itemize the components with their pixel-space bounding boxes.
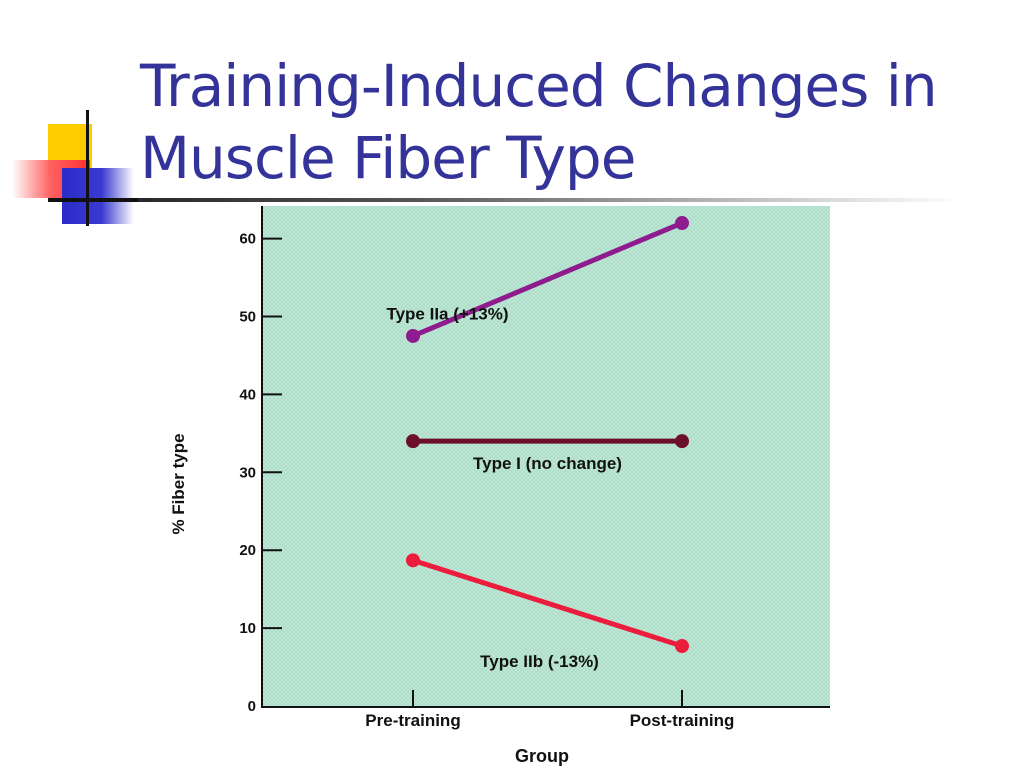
slide-title-line-1: Training-Induced Changes in — [140, 52, 938, 120]
plot-area — [262, 206, 830, 708]
y-tick-label: 60 — [239, 231, 256, 248]
data-point — [675, 216, 689, 231]
series-line-3 — [410, 557, 685, 649]
x-tick-label: Pre-training — [365, 711, 460, 730]
y-tick-label: 30 — [239, 464, 256, 481]
data-point — [675, 434, 689, 449]
slide-title-line-2: Muscle Fiber Type — [140, 124, 636, 192]
series-label: Type I (no change) — [473, 454, 622, 473]
series-label: Type IIb (-13%) — [480, 652, 599, 671]
slide-title: Training-Induced Changes in Muscle Fiber… — [140, 50, 938, 194]
y-tick-label: 40 — [239, 386, 256, 403]
data-point — [406, 553, 420, 568]
x-tick-label: Post-training — [630, 711, 735, 730]
y-tick-label: 0 — [248, 698, 256, 715]
decor-blue-bar — [62, 168, 134, 224]
y-tick-label: 20 — [239, 542, 256, 559]
y-tick-label: 50 — [239, 309, 256, 326]
series-label: Type IIa (+13%) — [386, 304, 508, 323]
data-point — [406, 328, 420, 343]
data-point — [406, 434, 420, 449]
data-point — [675, 639, 689, 654]
title-underline — [48, 198, 962, 202]
y-tick-label: 10 — [239, 620, 256, 637]
series-line-1 — [410, 220, 685, 339]
decor-horizontal-line — [48, 198, 138, 202]
x-axis-label: Group — [515, 746, 569, 766]
fiber-type-chart: 0 10 20 30 40 50 60 Pre-training Post-training T… — [169, 206, 830, 766]
decor-vertical-line — [86, 110, 89, 226]
y-axis-label: % Fiber type — [169, 433, 188, 534]
